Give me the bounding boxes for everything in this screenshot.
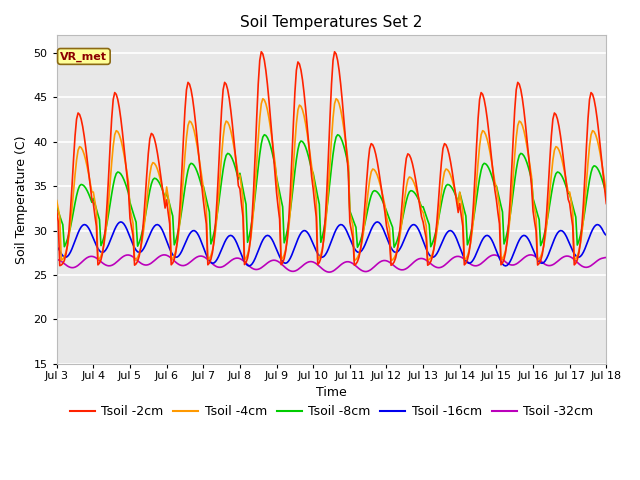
Tsoil -8cm (538, 239, 546, 245)
Tsoil -16cm (602, 232, 610, 238)
Line: Tsoil -32cm: Tsoil -32cm (57, 255, 606, 272)
Tsoil -16cm (398, 242, 406, 248)
Line: Tsoil -16cm: Tsoil -16cm (57, 222, 606, 266)
Tsoil -2cm (399, 185, 407, 191)
Tsoil -2cm (602, 201, 610, 206)
Tsoil -4cm (68, 206, 76, 212)
Tsoil -4cm (259, 96, 267, 102)
Tsoil -2cm (56, 263, 63, 268)
Tsoil -32cm (326, 269, 334, 275)
Tsoil -8cm (68, 216, 76, 222)
Tsoil -8cm (354, 244, 362, 250)
Text: VR_met: VR_met (60, 51, 108, 61)
Title: Soil Temperatures Set 2: Soil Temperatures Set 2 (241, 15, 422, 30)
Line: Tsoil -2cm: Tsoil -2cm (57, 52, 606, 265)
Tsoil -8cm (369, 189, 376, 195)
Tsoil -16cm (366, 230, 374, 236)
Tsoil -32cm (53, 257, 61, 263)
Tsoil -2cm (257, 49, 265, 55)
Tsoil -4cm (399, 207, 407, 213)
Tsoil -16cm (53, 244, 61, 250)
Tsoil -2cm (70, 157, 77, 163)
Tsoil -4cm (602, 189, 610, 195)
Tsoil -16cm (68, 246, 76, 252)
Tsoil -32cm (155, 254, 163, 260)
Tsoil -8cm (399, 212, 407, 218)
Tsoil -16cm (538, 260, 546, 266)
Tsoil -8cm (602, 192, 610, 197)
Tsoil -2cm (369, 142, 376, 148)
Tsoil -4cm (538, 250, 546, 255)
Tsoil -8cm (155, 180, 163, 185)
Tsoil -8cm (53, 204, 61, 210)
Tsoil -4cm (367, 169, 375, 175)
Tsoil -2cm (538, 252, 546, 258)
Legend: Tsoil -2cm, Tsoil -4cm, Tsoil -8cm, Tsoil -16cm, Tsoil -32cm: Tsoil -2cm, Tsoil -4cm, Tsoil -8cm, Tsoi… (65, 400, 598, 423)
Line: Tsoil -8cm: Tsoil -8cm (57, 135, 606, 247)
Tsoil -4cm (386, 226, 394, 232)
Tsoil -4cm (53, 198, 61, 204)
Tsoil -16cm (155, 222, 163, 228)
Tsoil -32cm (399, 267, 407, 273)
Tsoil -32cm (369, 265, 376, 271)
Y-axis label: Soil Temperature (C): Soil Temperature (C) (15, 135, 28, 264)
Tsoil -2cm (157, 171, 164, 177)
Tsoil -8cm (387, 220, 395, 226)
Tsoil -4cm (155, 171, 163, 177)
Tsoil -4cm (387, 258, 395, 264)
Tsoil -32cm (602, 254, 610, 260)
Tsoil -32cm (160, 252, 168, 258)
Tsoil -16cm (502, 263, 509, 269)
Tsoil -8cm (260, 132, 268, 138)
Tsoil -2cm (53, 208, 61, 214)
Tsoil -16cm (386, 242, 394, 248)
Tsoil -32cm (538, 259, 546, 265)
Tsoil -16cm (374, 219, 381, 225)
Tsoil -32cm (387, 261, 395, 266)
Tsoil -32cm (68, 265, 76, 271)
Tsoil -2cm (387, 263, 395, 268)
Line: Tsoil -4cm: Tsoil -4cm (57, 99, 606, 261)
X-axis label: Time: Time (316, 386, 347, 399)
